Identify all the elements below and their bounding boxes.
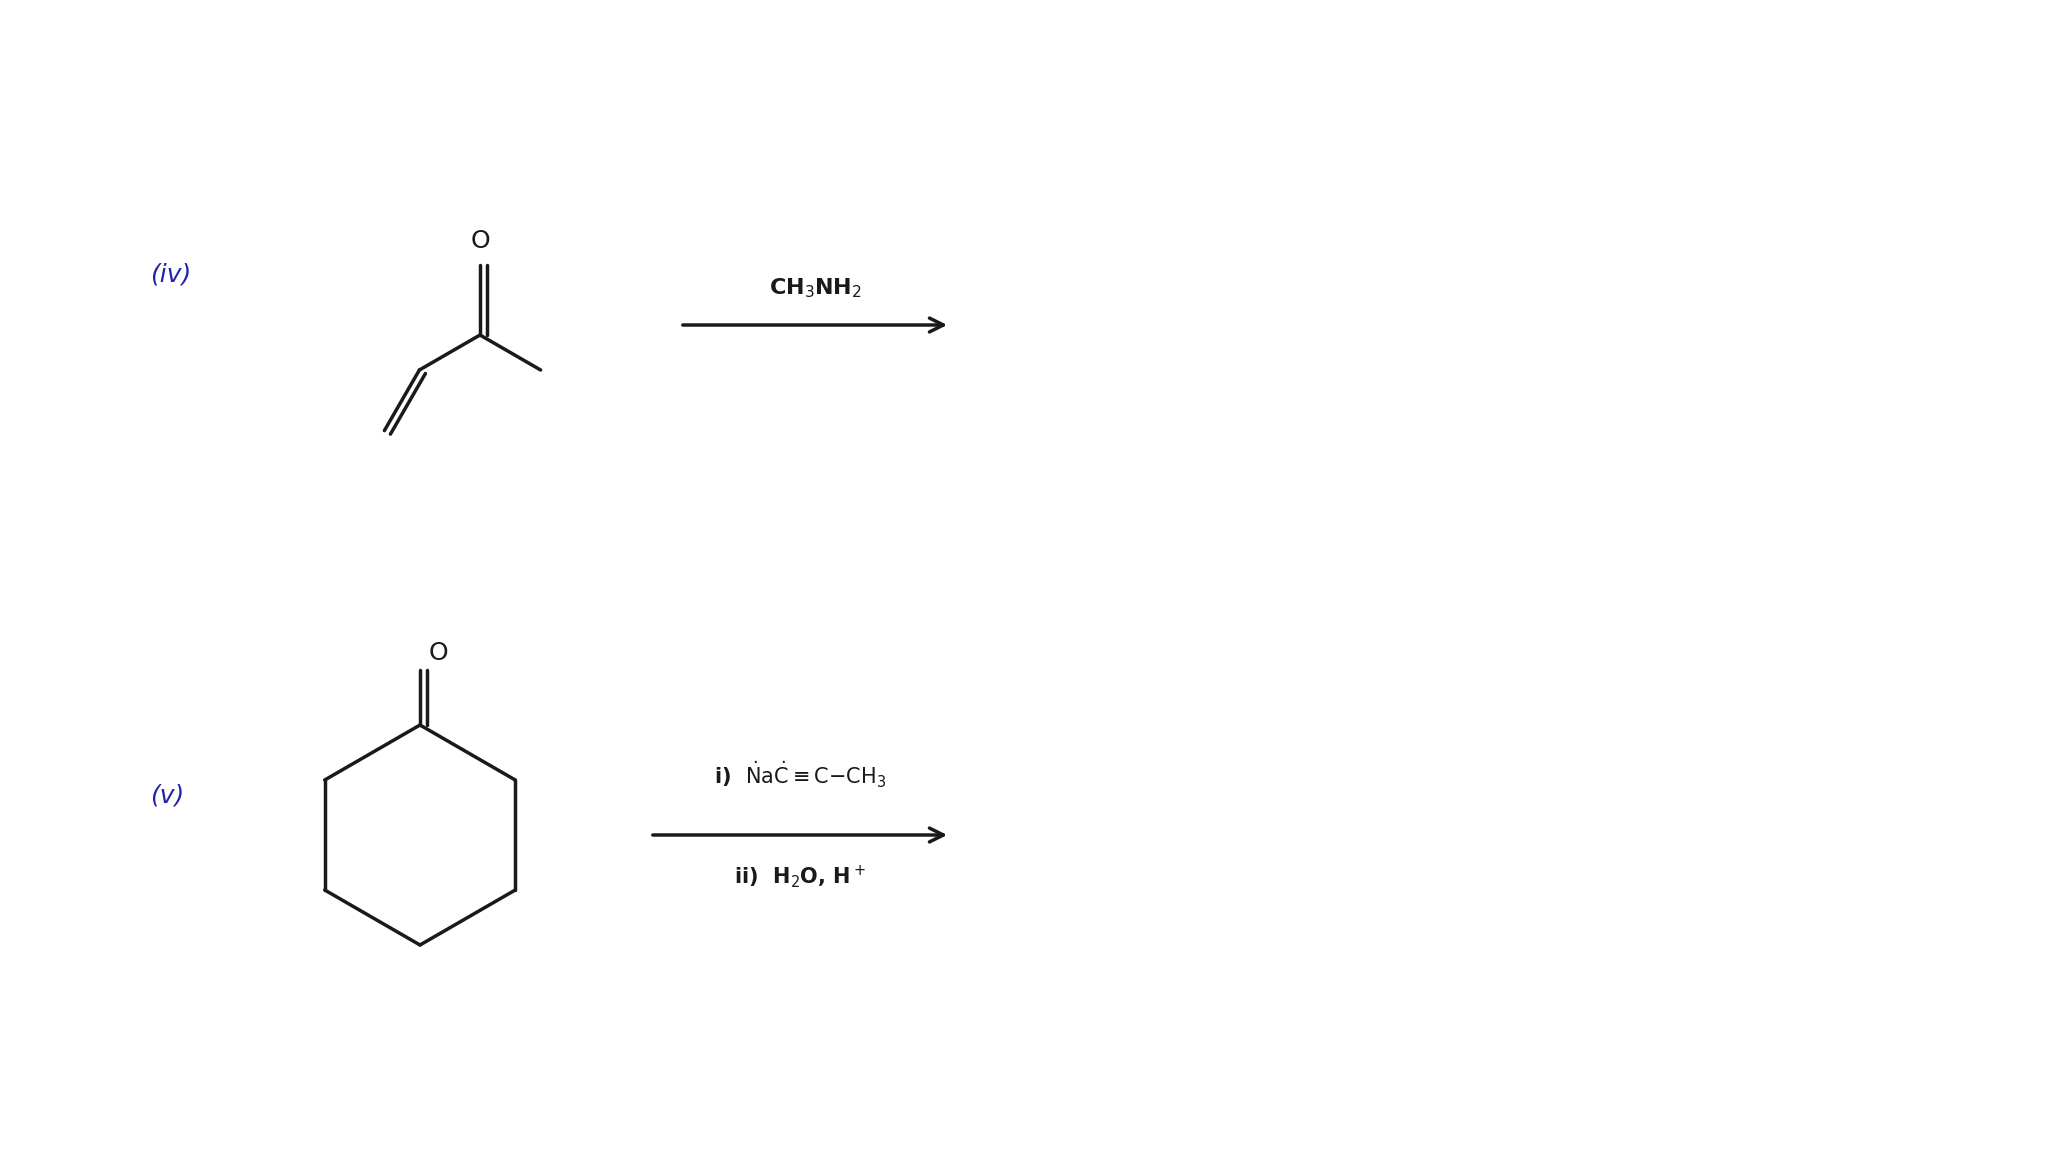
Text: ii)  H$_2$O, H$^+$: ii) H$_2$O, H$^+$ xyxy=(735,863,865,891)
Text: CH$_3$NH$_2$: CH$_3$NH$_2$ xyxy=(769,276,861,300)
Text: O: O xyxy=(471,229,489,253)
Text: i)  $\mathrm{\dot{N}a\dot{C}{\equiv}C{-}CH_3}$: i) $\mathrm{\dot{N}a\dot{C}{\equiv}C{-}C… xyxy=(714,760,886,790)
Text: (iv): (iv) xyxy=(149,263,190,286)
Text: O: O xyxy=(428,641,448,665)
Text: (v): (v) xyxy=(149,783,184,807)
